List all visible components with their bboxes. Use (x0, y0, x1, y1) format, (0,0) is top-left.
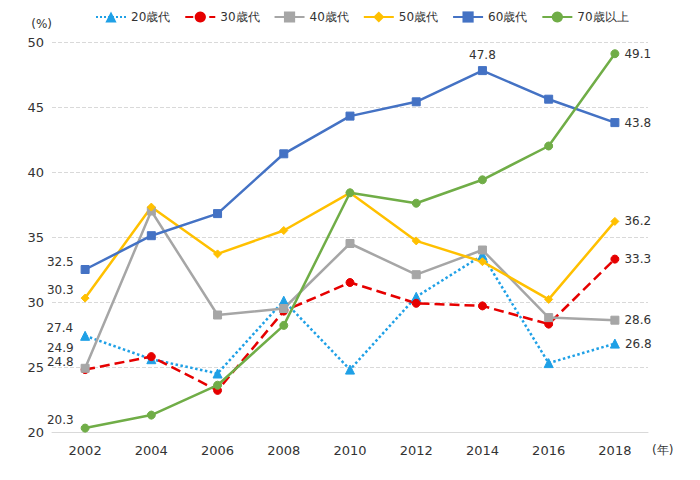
svg-text:2008: 2008 (267, 443, 300, 458)
svg-text:(%): (%) (31, 17, 52, 31)
svg-text:24.9: 24.9 (47, 341, 74, 355)
svg-text:40歳代: 40歳代 (310, 10, 349, 24)
svg-text:26.8: 26.8 (625, 337, 652, 351)
svg-text:20: 20 (27, 425, 44, 440)
svg-text:20歳代: 20歳代 (131, 10, 170, 24)
svg-text:32.5: 32.5 (47, 255, 74, 269)
svg-text:2006: 2006 (201, 443, 234, 458)
svg-text:20.3: 20.3 (47, 413, 74, 427)
svg-text:2012: 2012 (400, 443, 433, 458)
svg-text:27.4: 27.4 (46, 321, 73, 335)
svg-text:2014: 2014 (466, 443, 499, 458)
svg-text:33.3: 33.3 (624, 252, 651, 266)
svg-text:30歳代: 30歳代 (220, 10, 259, 24)
svg-text:2010: 2010 (333, 443, 366, 458)
svg-text:30.3: 30.3 (47, 283, 74, 297)
svg-text:40: 40 (27, 165, 44, 180)
svg-text:2002: 2002 (69, 443, 102, 458)
svg-text:47.8: 47.8 (469, 48, 496, 62)
svg-text:50: 50 (27, 35, 44, 50)
svg-text:70歳以上: 70歳以上 (577, 10, 628, 24)
svg-text:28.6: 28.6 (624, 313, 651, 327)
svg-text:24.8: 24.8 (47, 355, 74, 369)
svg-text:49.1: 49.1 (624, 47, 651, 61)
svg-text:30: 30 (27, 295, 44, 310)
svg-text:43.8: 43.8 (624, 116, 651, 130)
svg-text:(年): (年) (652, 443, 673, 457)
svg-text:35: 35 (27, 230, 44, 245)
svg-text:60歳代: 60歳代 (488, 10, 527, 24)
svg-text:36.2: 36.2 (624, 214, 651, 228)
svg-text:2004: 2004 (135, 443, 168, 458)
svg-text:2018: 2018 (598, 443, 631, 458)
svg-text:45: 45 (27, 100, 44, 115)
svg-text:25: 25 (27, 360, 44, 375)
svg-text:50歳代: 50歳代 (399, 10, 438, 24)
svg-text:2016: 2016 (532, 443, 565, 458)
